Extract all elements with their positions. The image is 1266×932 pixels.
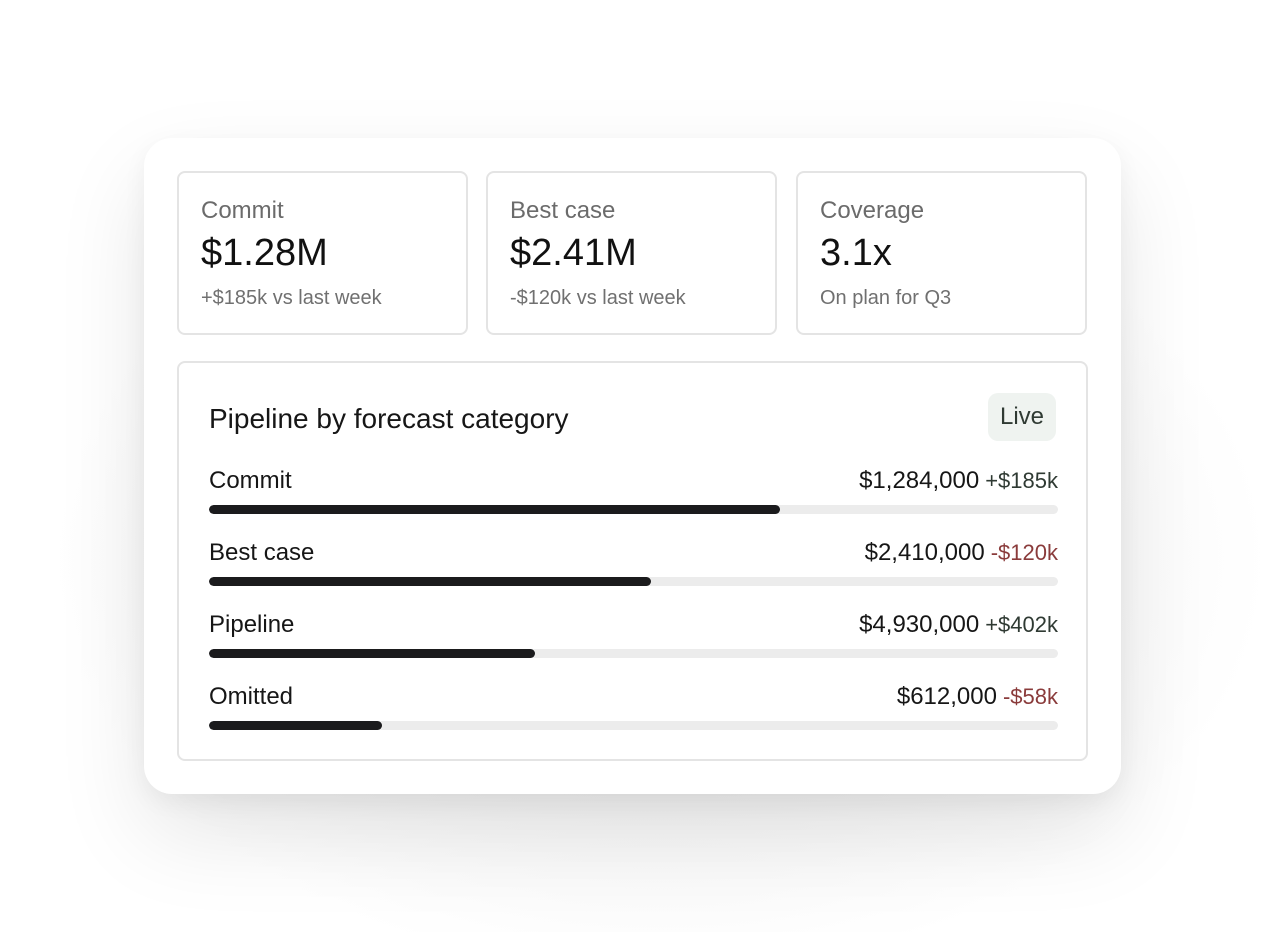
pipeline-row-omitted: Omitted $612,000 -$58k	[209, 681, 1058, 753]
row-label: Best case	[209, 539, 315, 566]
forecast-panel: Commit $1.28M +$185k vs last week Best c…	[144, 138, 1121, 794]
row-label: Pipeline	[209, 611, 295, 638]
pipeline-row-best-case: Best case $2,410,000 -$120k	[209, 537, 1058, 609]
stat-card-best-case: Best case $2.41M -$120k vs last week	[486, 171, 777, 335]
stat-note: +$185k vs last week	[201, 287, 382, 309]
row-delta: +$402k	[985, 612, 1058, 637]
progress-fill	[209, 505, 781, 514]
stat-card-commit: Commit $1.28M +$185k vs last week	[177, 171, 468, 335]
stat-label: Best case	[510, 197, 616, 224]
live-badge: Live	[987, 393, 1056, 441]
progress-fill	[209, 577, 652, 586]
row-values: $4,930,000 +$402k	[859, 609, 1058, 644]
progress-track	[209, 721, 1058, 730]
stat-note: On plan for Q3	[820, 287, 952, 309]
progress-fill	[209, 721, 383, 730]
row-delta: +$185k	[985, 468, 1058, 493]
row-label: Omitted	[209, 683, 294, 710]
pipeline-rows: Commit $1,284,000 +$185k Best case $2,410…	[209, 465, 1058, 753]
row-values: $1,284,000 +$185k	[859, 465, 1058, 500]
row-amount: $2,410,000	[864, 539, 985, 566]
row-label: Commit	[209, 467, 292, 494]
stat-value: $2.41M	[510, 232, 637, 274]
row-amount: $1,284,000	[859, 467, 980, 494]
progress-track	[209, 649, 1058, 658]
pipeline-card: Pipeline by forecast category Live Commi…	[177, 361, 1088, 761]
row-amount: $4,930,000	[859, 611, 980, 638]
stat-note: -$120k vs last week	[510, 287, 686, 309]
progress-track	[209, 505, 1058, 514]
row-values: $2,410,000 -$120k	[865, 537, 1058, 572]
stat-label: Commit	[201, 197, 284, 224]
pipeline-row-commit: Commit $1,284,000 +$185k	[209, 465, 1058, 537]
row-delta: -$120k	[990, 540, 1058, 565]
pipeline-row-pipeline: Pipeline $4,930,000 +$402k	[209, 609, 1058, 681]
stat-value: 3.1x	[820, 232, 892, 274]
pipeline-title: Pipeline by forecast category	[209, 403, 569, 434]
stat-label: Coverage	[820, 197, 925, 224]
stat-card-coverage: Coverage 3.1x On plan for Q3	[796, 171, 1087, 335]
row-delta: -$58k	[1002, 684, 1058, 709]
stat-value: $1.28M	[201, 232, 328, 274]
row-amount: $612,000	[896, 683, 997, 710]
progress-fill	[209, 649, 536, 658]
progress-track	[209, 577, 1058, 586]
row-values: $612,000 -$58k	[897, 681, 1058, 716]
